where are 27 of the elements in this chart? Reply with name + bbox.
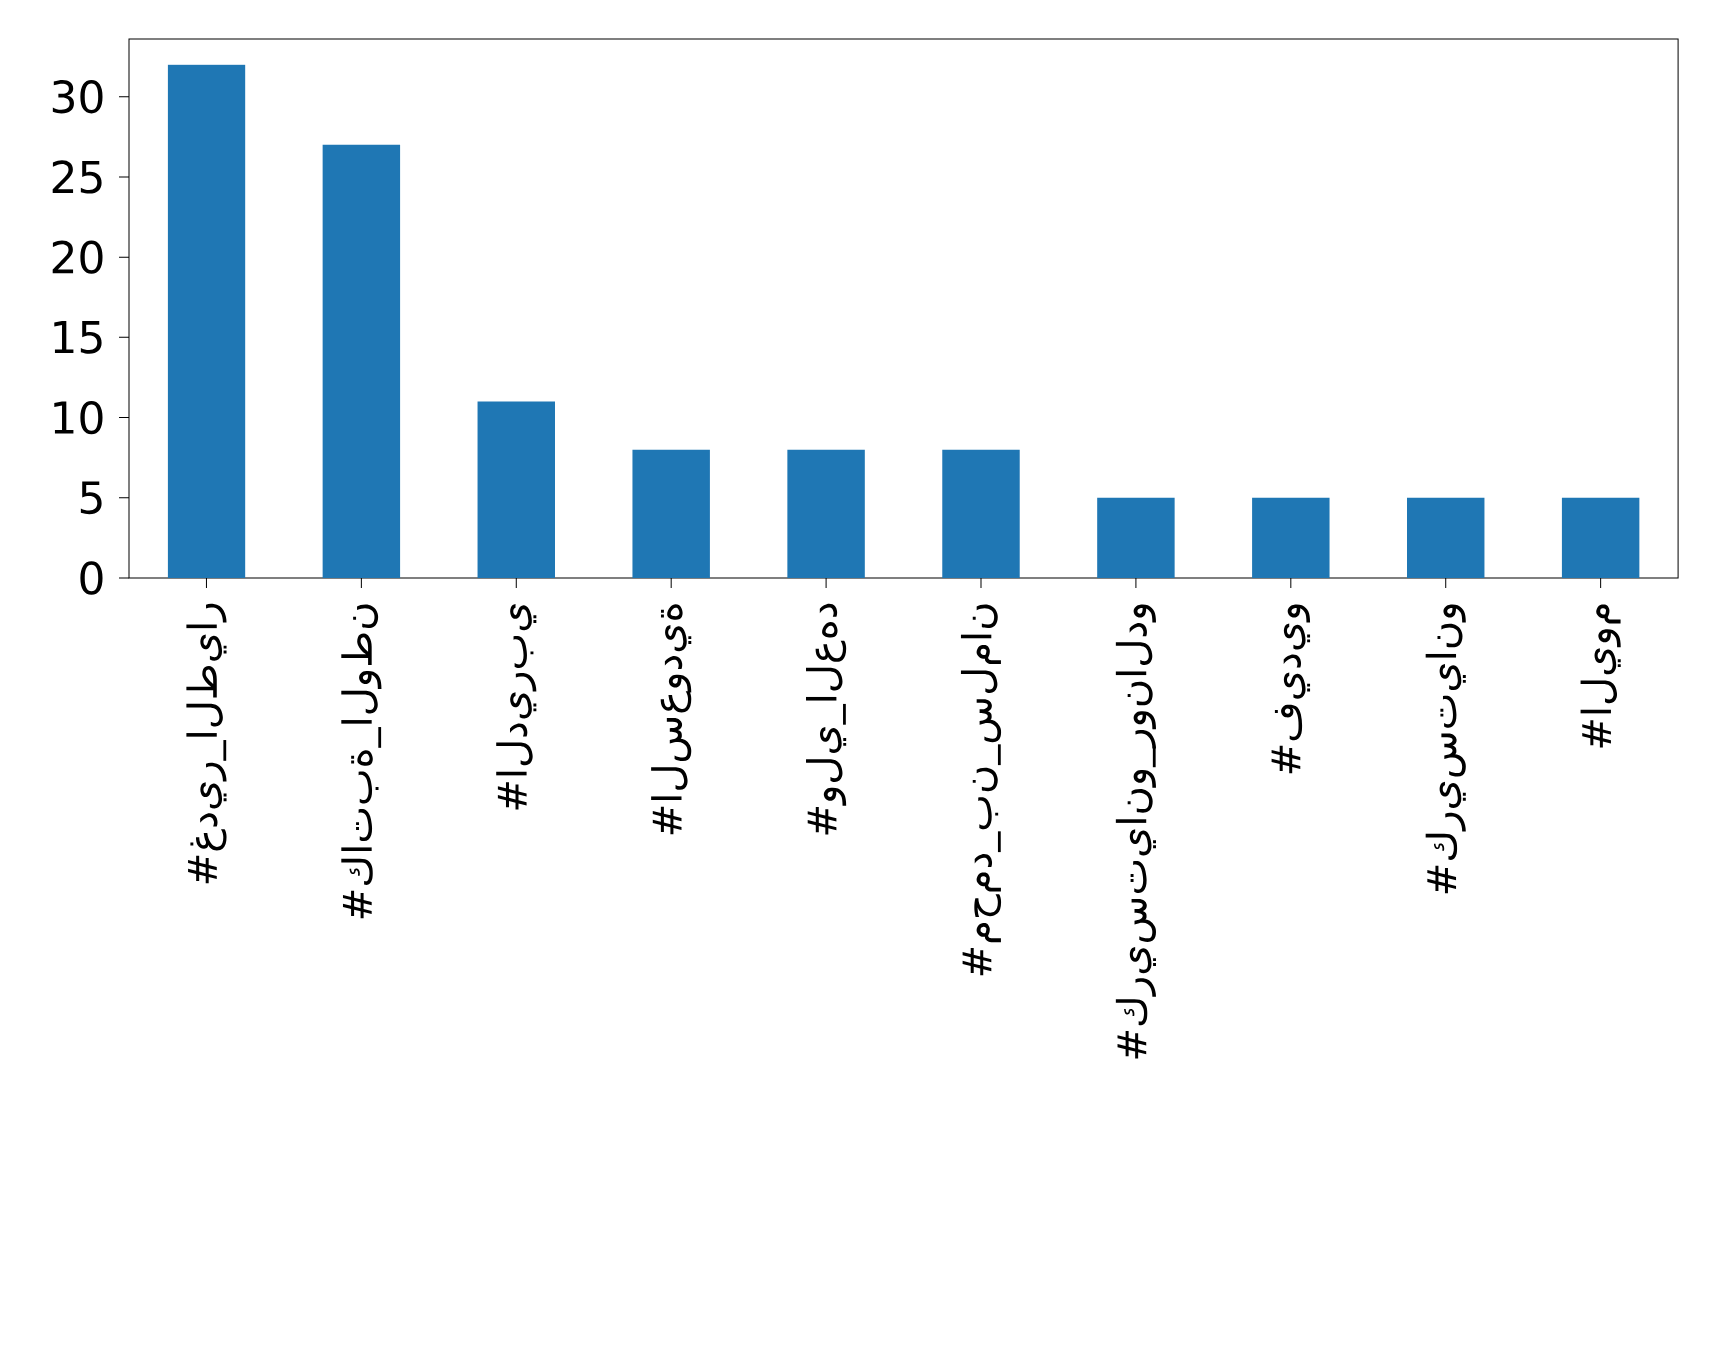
x-tick-label: #فيديو — [1271, 604, 1311, 774]
x-tick-label: #غدير_الطيار — [186, 603, 227, 884]
y-tick-label: 15 — [54, 321, 102, 354]
y-tick-label: 0 — [80, 561, 103, 595]
bar — [1407, 497, 1485, 578]
x-tick-label: #السعودية — [651, 604, 692, 835]
bar — [1252, 497, 1330, 578]
bar — [477, 401, 555, 578]
y-tick-label: 25 — [52, 160, 102, 194]
x-tick-label: #محمد_بن_سلمان — [960, 604, 1002, 976]
bar — [167, 64, 246, 578]
bar — [632, 449, 710, 578]
y-tick-label: 5 — [80, 481, 102, 515]
x-tick-label: #كريستيانو — [1425, 604, 1466, 894]
bar — [942, 449, 1020, 578]
x-tick-label: #كاتبة_الوطن — [341, 604, 382, 919]
y-tick-label: 10 — [54, 400, 103, 435]
bar — [787, 449, 865, 578]
bar — [322, 144, 401, 578]
bar — [1097, 497, 1175, 578]
y-tick-label: 30 — [52, 80, 103, 114]
x-tick-label: #الديربي — [496, 604, 537, 810]
y-tick-label: 20 — [52, 240, 103, 274]
x-tick-label: #اليوم — [1580, 604, 1621, 748]
x-tick-label: #ولي_العهد — [806, 603, 847, 835]
bar — [1561, 497, 1640, 578]
x-tick-label: #كريستيانو_رونالدو — [1115, 604, 1156, 1059]
